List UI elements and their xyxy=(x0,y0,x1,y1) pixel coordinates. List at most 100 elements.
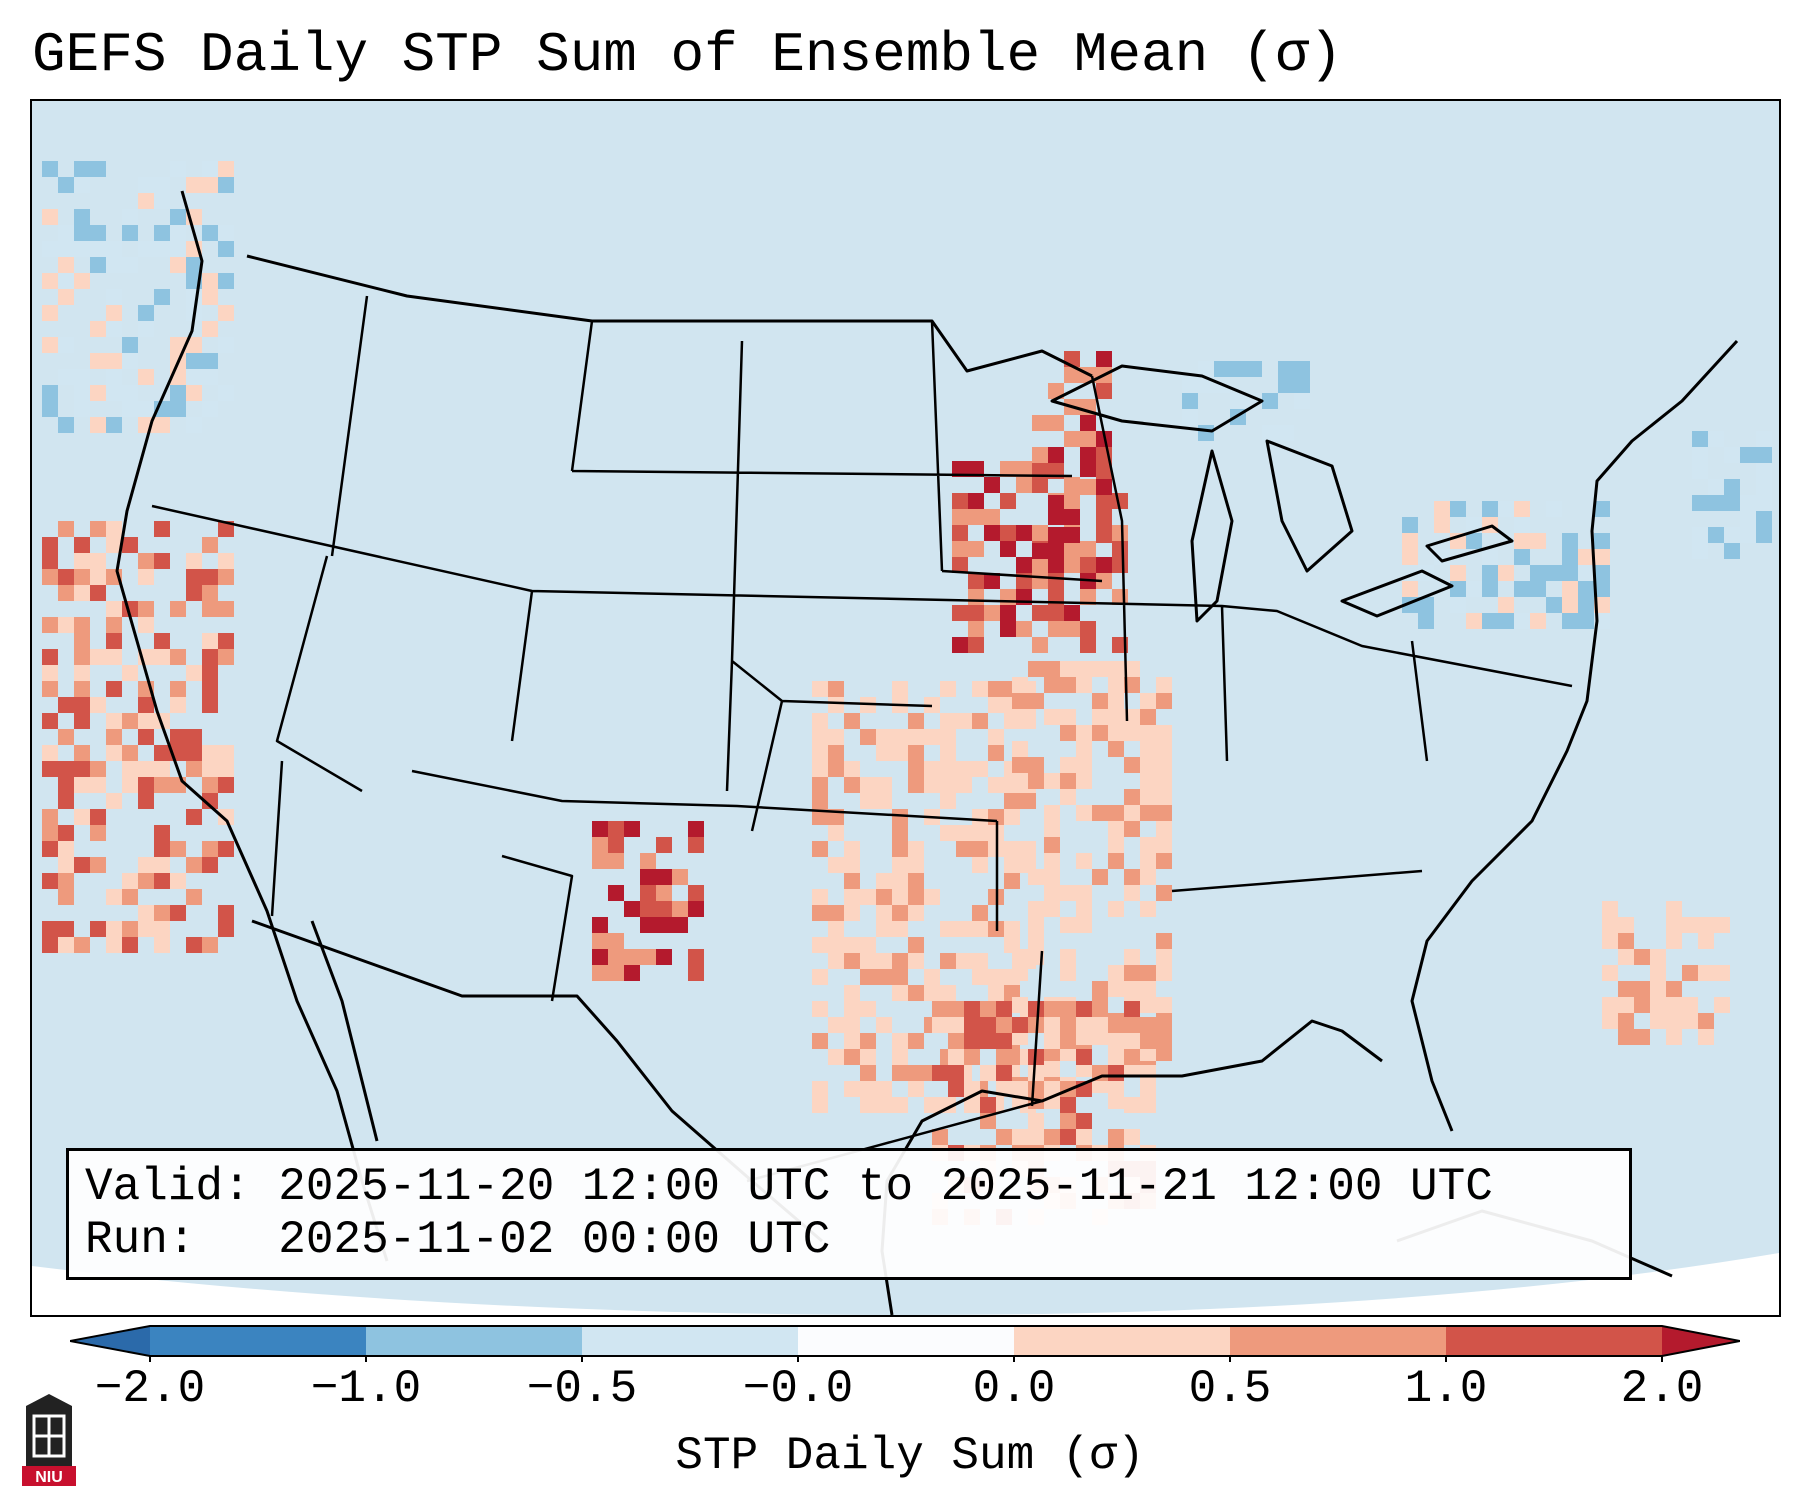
stp-cell xyxy=(860,777,876,793)
stp-cell xyxy=(170,841,186,857)
stp-cell xyxy=(984,573,1000,589)
colorbar-extend-low xyxy=(70,1326,150,1356)
stp-cell xyxy=(1666,1029,1682,1045)
stp-cell xyxy=(892,985,908,1001)
stp-cell xyxy=(74,777,90,793)
stp-cell xyxy=(812,809,828,825)
stp-cell xyxy=(1124,1129,1140,1145)
stp-cell xyxy=(1044,837,1060,853)
stp-cell xyxy=(876,777,892,793)
stp-cell xyxy=(844,1081,860,1097)
stp-cell xyxy=(202,289,218,305)
stp-cell xyxy=(980,1001,996,1017)
stp-cell xyxy=(892,1033,908,1049)
stp-cell xyxy=(218,905,234,921)
stp-cell xyxy=(1724,527,1740,543)
stp-cell xyxy=(1402,581,1418,597)
stp-cell xyxy=(828,745,844,761)
stp-cell xyxy=(1048,605,1064,621)
stp-cell xyxy=(1028,693,1044,709)
stp-cell xyxy=(1740,447,1756,463)
stp-cell xyxy=(1096,573,1112,589)
stp-cell xyxy=(592,933,608,949)
stp-cell xyxy=(1602,965,1618,981)
stp-cell xyxy=(1108,693,1124,709)
stp-cell xyxy=(844,777,860,793)
stp-cell xyxy=(1124,725,1140,741)
stp-cell xyxy=(1064,621,1080,637)
stp-cell xyxy=(1198,425,1214,441)
stp-cell xyxy=(154,761,170,777)
stp-cell xyxy=(844,889,860,905)
stp-cell xyxy=(1434,517,1450,533)
stp-cell xyxy=(106,937,122,953)
stp-cell xyxy=(1108,1081,1124,1097)
stp-cell xyxy=(1578,597,1594,613)
run-value: 2025-11-02 00:00 UTC xyxy=(278,1214,831,1266)
stp-cell xyxy=(924,969,940,985)
stp-cell xyxy=(74,273,90,289)
stp-cell xyxy=(876,1017,892,1033)
stp-cell xyxy=(1096,383,1112,399)
stp-cell xyxy=(106,729,122,745)
stp-cell xyxy=(984,477,1000,493)
stp-cell xyxy=(74,857,90,873)
stp-cell xyxy=(844,1001,860,1017)
stp-cell xyxy=(1124,757,1140,773)
stp-cell xyxy=(1198,377,1214,393)
stp-cell xyxy=(1020,713,1036,729)
stp-cell xyxy=(908,937,924,953)
stp-cell xyxy=(202,857,218,873)
stp-cell xyxy=(812,681,828,697)
stp-cell xyxy=(1156,837,1172,853)
stp-cell xyxy=(972,825,988,841)
stp-cell xyxy=(972,921,988,937)
stp-cell xyxy=(1666,901,1682,917)
stp-cell xyxy=(122,337,138,353)
stp-cell xyxy=(932,1065,948,1081)
stp-cell xyxy=(1124,1001,1140,1017)
stp-cell xyxy=(940,713,956,729)
stp-cell xyxy=(1080,461,1096,477)
stp-cell xyxy=(812,1001,828,1017)
stp-cell xyxy=(1076,741,1092,757)
stp-cell xyxy=(1108,805,1124,821)
colorbar-bin-2 xyxy=(366,1326,582,1356)
stp-cell xyxy=(106,649,122,665)
stp-cell xyxy=(202,761,218,777)
stp-cell xyxy=(968,461,984,477)
stp-cell xyxy=(1076,853,1092,869)
stp-cell xyxy=(828,761,844,777)
stp-cell xyxy=(860,1001,876,1017)
stp-cell xyxy=(1044,1061,1060,1077)
stp-cell xyxy=(170,601,186,617)
stp-cell xyxy=(1140,741,1156,757)
colorbar-label: STP Daily Sum (σ) xyxy=(675,1430,1145,1482)
stp-cell xyxy=(1044,661,1060,677)
stp-cell xyxy=(996,1049,1012,1065)
stp-cell xyxy=(138,793,154,809)
stp-cell xyxy=(1012,965,1028,981)
stp-cell xyxy=(58,729,74,745)
stp-cell xyxy=(980,1033,996,1049)
stp-cell xyxy=(74,569,90,585)
stp-cell xyxy=(1044,869,1060,885)
stp-cell xyxy=(42,617,58,633)
stp-cell xyxy=(1032,415,1048,431)
stp-cell xyxy=(154,857,170,873)
stp-cell xyxy=(154,873,170,889)
stp-cell xyxy=(138,601,154,617)
stp-cell xyxy=(828,921,844,937)
stp-cell xyxy=(74,713,90,729)
stp-cell xyxy=(1634,1029,1650,1045)
stp-cell xyxy=(42,241,58,257)
stp-cell xyxy=(1650,965,1666,981)
stp-cell xyxy=(1278,425,1294,441)
stp-cell xyxy=(1402,549,1418,565)
stp-cell xyxy=(844,953,860,969)
stp-cell xyxy=(90,257,106,273)
stp-cell xyxy=(154,193,170,209)
stp-cell xyxy=(1000,621,1016,637)
stp-cell xyxy=(58,921,74,937)
stp-cell xyxy=(1482,517,1498,533)
